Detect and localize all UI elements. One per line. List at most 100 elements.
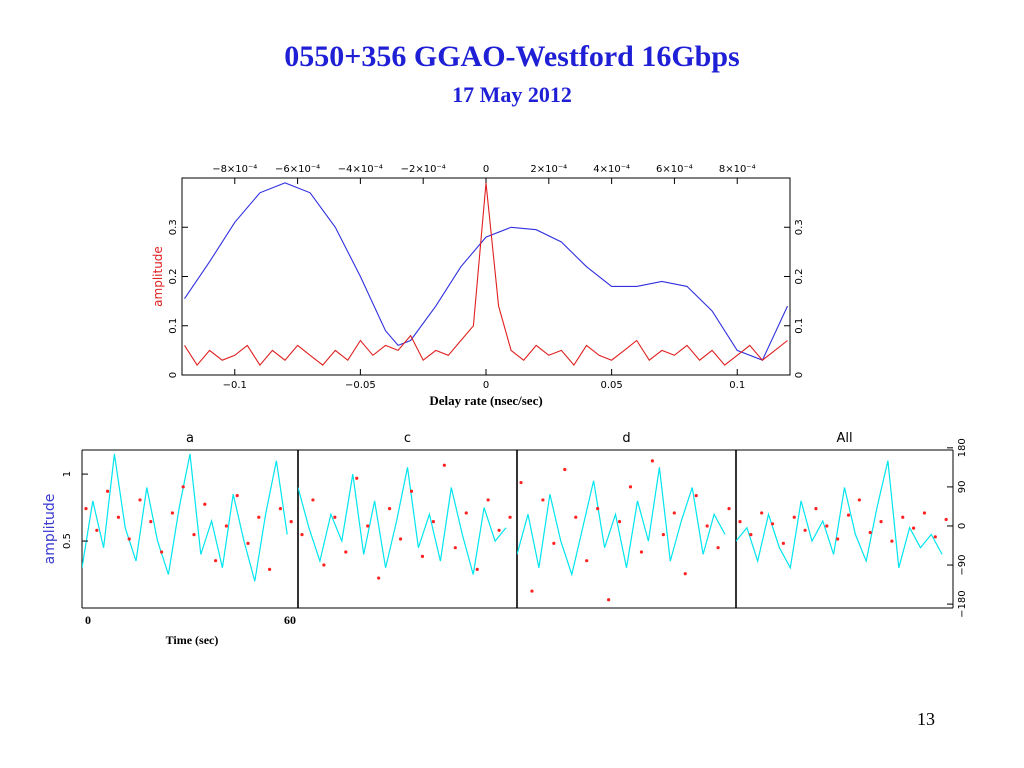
phase-point xyxy=(278,506,282,511)
phase-point xyxy=(388,506,392,511)
plot-frame xyxy=(181,177,791,376)
phase-point xyxy=(607,598,611,602)
phase-point xyxy=(508,515,512,519)
phase-point xyxy=(322,563,326,567)
phase-point xyxy=(420,554,425,558)
y-tick-label-right: 0.1 xyxy=(794,318,805,334)
phase-point xyxy=(846,513,851,517)
amplitude-line xyxy=(736,460,943,570)
phase-point xyxy=(530,589,534,593)
phase-point xyxy=(922,511,927,515)
phase-point xyxy=(138,498,142,502)
y2-tick-label: −180 xyxy=(957,590,968,617)
phase-point xyxy=(552,541,556,545)
phase-point xyxy=(596,506,600,511)
phase-point xyxy=(672,511,676,515)
phase-point xyxy=(442,463,446,467)
phase-point xyxy=(464,511,468,515)
phase-point xyxy=(106,489,110,493)
phase-point xyxy=(431,520,435,524)
amplitude-line xyxy=(298,467,507,575)
series-line xyxy=(184,182,788,361)
phase-point xyxy=(203,502,207,506)
slide-title: 0550+356 GGAO-Westford 16Gbps xyxy=(284,40,739,73)
x2-tick-label: 8×10⁻⁴ xyxy=(719,164,756,175)
x-tick-label: 0.1 xyxy=(729,380,745,391)
phase-point xyxy=(738,520,742,524)
phase-point xyxy=(933,535,937,539)
phase-point xyxy=(639,550,644,554)
phase-point xyxy=(257,515,261,519)
x-tick-label: 0 xyxy=(85,613,91,627)
x-tick-label: 0 xyxy=(483,380,489,391)
phase-point xyxy=(214,559,218,563)
phase-point xyxy=(160,550,164,554)
series-line xyxy=(184,182,788,367)
y-tick-label-right: 0.3 xyxy=(794,219,805,235)
y-tick-label: 0.2 xyxy=(168,269,179,285)
phase-point xyxy=(585,559,589,563)
phase-point xyxy=(749,533,753,537)
x2-tick-label: 0 xyxy=(483,164,489,175)
phase-point xyxy=(224,524,228,528)
y2-tick-label: 180 xyxy=(957,438,968,457)
y-tick-label: 1 xyxy=(62,471,73,477)
x2-tick-label: 4×10⁻⁴ xyxy=(593,164,630,175)
phase-point xyxy=(170,511,174,515)
phase-point xyxy=(192,533,196,537)
phase-point xyxy=(268,567,272,571)
x2-tick-label: −4×10⁻⁴ xyxy=(338,164,383,175)
panel-title: d xyxy=(622,431,630,446)
phase-point xyxy=(683,572,687,576)
phase-point xyxy=(944,517,948,522)
x-tick-label: 60 xyxy=(284,613,296,627)
phase-point xyxy=(574,515,578,519)
phase-point xyxy=(181,485,185,489)
y-tick-label: 0 xyxy=(168,372,179,378)
phase-point xyxy=(453,546,457,550)
phase-point xyxy=(519,480,523,485)
phase-point xyxy=(705,524,709,528)
x2-tick-label: 2×10⁻⁴ xyxy=(530,164,567,175)
phase-point xyxy=(890,539,894,543)
phase-point xyxy=(497,528,501,532)
amplitude-line xyxy=(82,453,288,582)
x2-tick-label: −2×10⁻⁴ xyxy=(401,164,446,175)
x-tick-label: −0.05 xyxy=(345,380,376,391)
slide-subtitle: 17 May 2012 xyxy=(452,82,572,107)
phase-point xyxy=(628,485,633,489)
phase-point xyxy=(127,537,131,541)
x-tick-label: −0.1 xyxy=(223,380,247,391)
y-tick-label: 0.1 xyxy=(168,318,179,334)
x-axis-label: Delay rate (nsec/sec) xyxy=(429,393,542,408)
phase-point xyxy=(792,515,796,519)
phase-point xyxy=(311,498,315,502)
phase-point xyxy=(541,498,545,502)
x2-tick-label: 6×10⁻⁴ xyxy=(656,164,693,175)
phase-point xyxy=(84,506,88,511)
phase-point xyxy=(149,520,153,524)
phase-point xyxy=(814,506,818,511)
y-axis-label: amplitude xyxy=(151,246,165,307)
y-tick-label: 0.3 xyxy=(168,219,179,235)
phase-point xyxy=(661,533,665,537)
phase-point xyxy=(868,530,872,535)
phase-point xyxy=(617,520,622,524)
y-tick-label-right: 0.2 xyxy=(794,269,805,285)
phase-point xyxy=(716,546,720,550)
phase-point xyxy=(836,537,840,541)
x-axis-label: Time (sec) xyxy=(166,633,219,647)
panel-title: a xyxy=(186,431,194,446)
phase-point xyxy=(486,498,490,502)
phase-point xyxy=(760,511,764,515)
y2-tick-label: 0 xyxy=(957,523,968,529)
phase-point xyxy=(95,528,99,532)
phase-point xyxy=(879,520,883,524)
phase-point xyxy=(912,526,916,530)
panel-title: All xyxy=(836,431,852,446)
phase-point xyxy=(727,506,731,511)
phase-point xyxy=(857,498,861,502)
phase-point xyxy=(901,515,905,519)
phase-point xyxy=(650,459,655,463)
phase-point xyxy=(116,515,120,519)
